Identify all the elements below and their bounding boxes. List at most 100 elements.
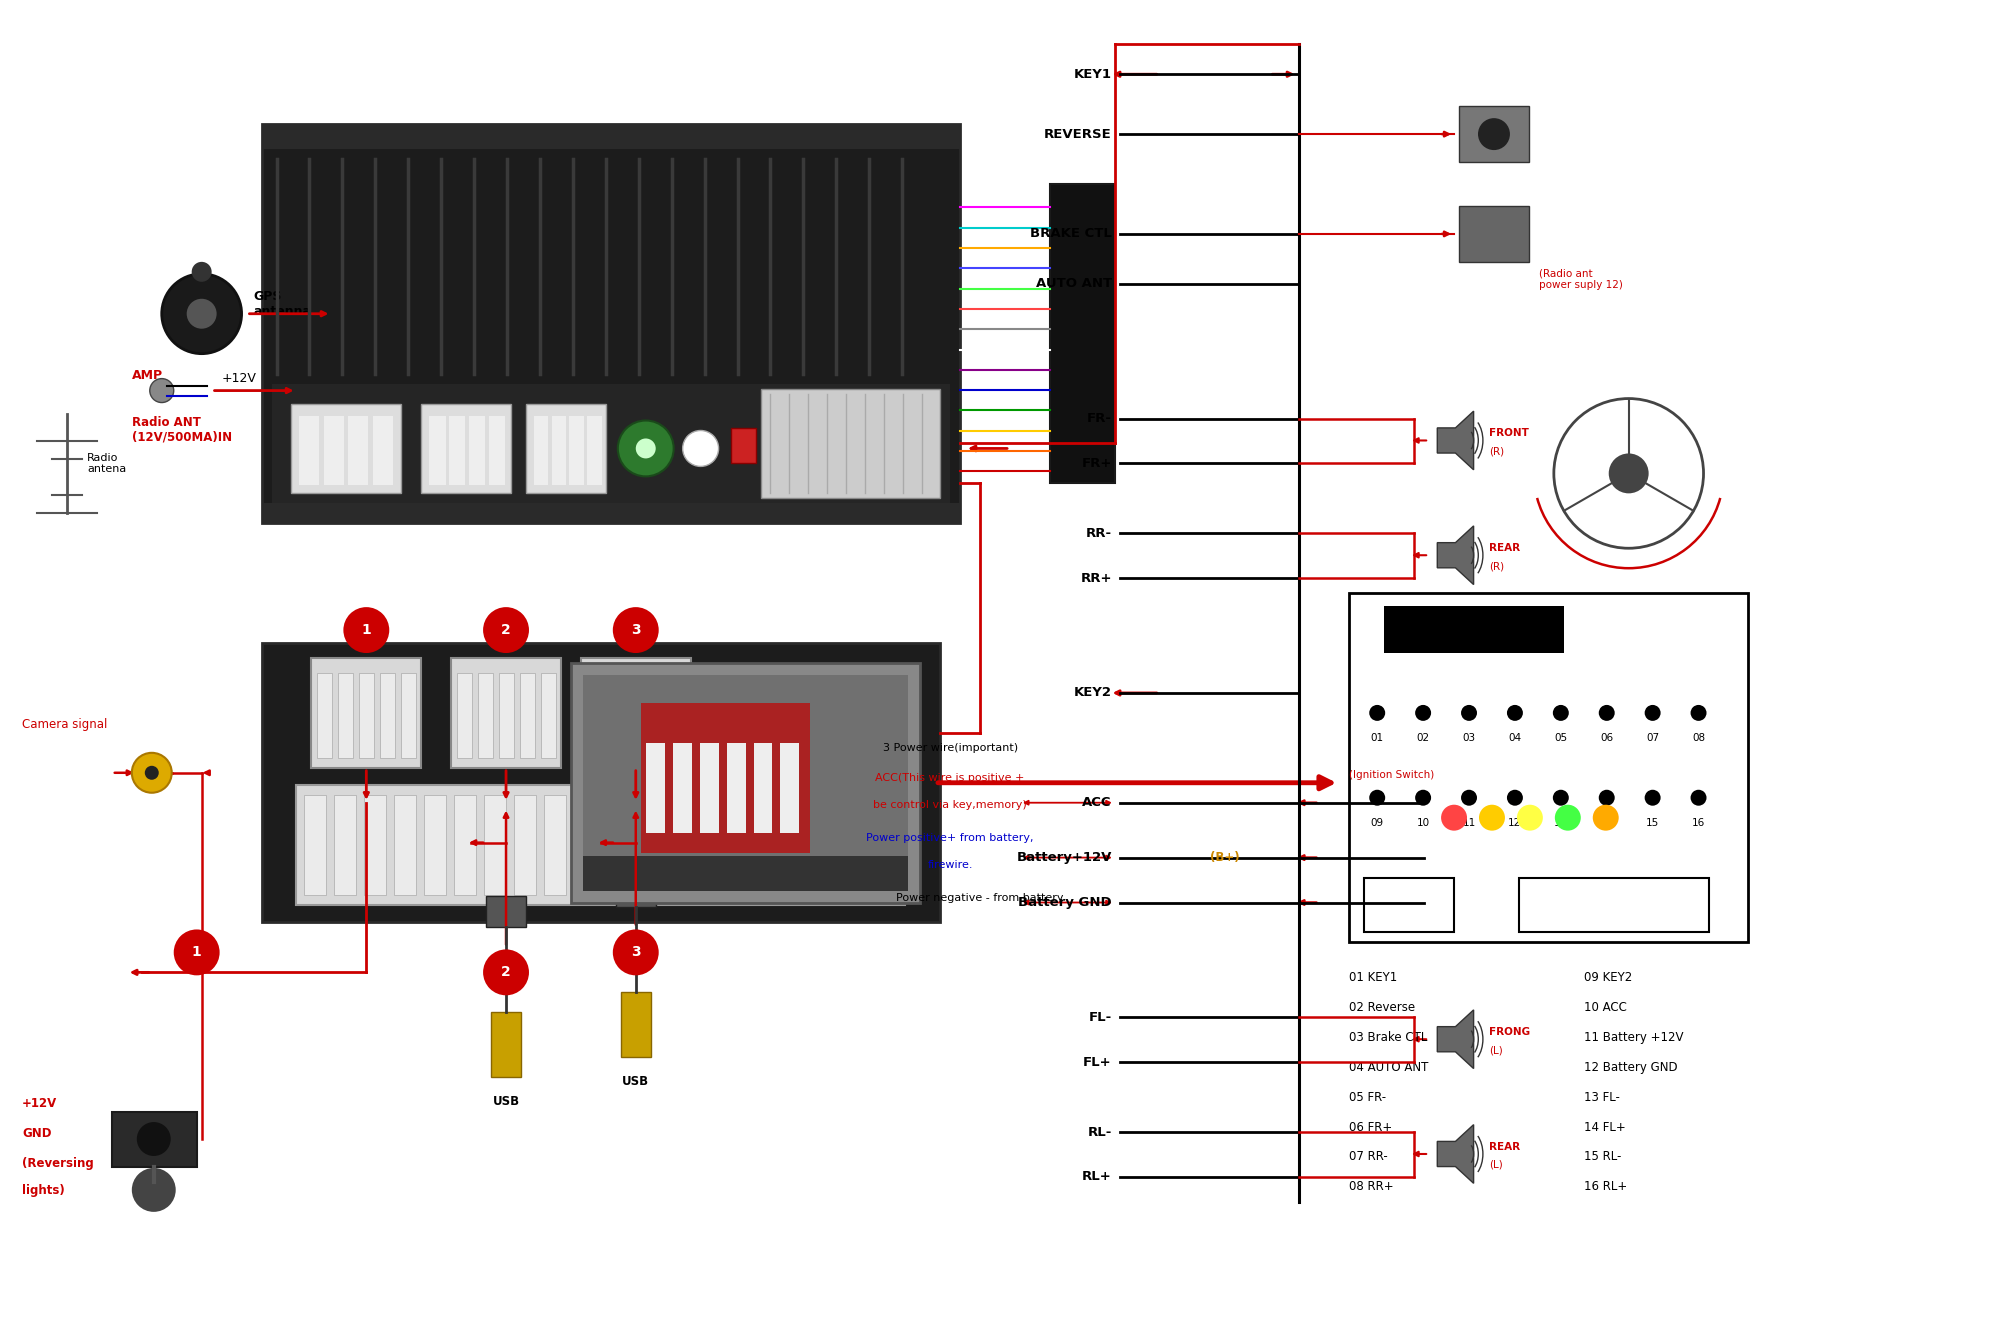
Text: FL+: FL+: [1084, 1056, 1112, 1069]
Text: 07: 07: [1646, 733, 1660, 742]
FancyBboxPatch shape: [604, 794, 626, 894]
Text: (R): (R): [1488, 447, 1504, 456]
FancyBboxPatch shape: [580, 659, 690, 768]
FancyBboxPatch shape: [334, 794, 356, 894]
FancyBboxPatch shape: [262, 124, 960, 524]
Text: REAR: REAR: [1488, 544, 1520, 553]
Text: 2: 2: [502, 965, 510, 980]
FancyBboxPatch shape: [262, 124, 960, 149]
Polygon shape: [1438, 1125, 1474, 1184]
Text: 16 RL+: 16 RL+: [1584, 1181, 1628, 1193]
FancyBboxPatch shape: [304, 794, 326, 894]
Text: 07 RR-: 07 RR-: [1350, 1150, 1388, 1164]
FancyBboxPatch shape: [670, 673, 686, 757]
Text: BRAKE CTL: BRAKE CTL: [1030, 228, 1112, 240]
FancyBboxPatch shape: [1430, 762, 1648, 902]
Text: 03: 03: [1462, 733, 1476, 742]
FancyBboxPatch shape: [570, 663, 920, 902]
Text: 15: 15: [1646, 817, 1660, 828]
Circle shape: [186, 299, 216, 329]
FancyBboxPatch shape: [620, 992, 650, 1057]
Circle shape: [144, 765, 158, 780]
Text: FL-: FL-: [1088, 1010, 1112, 1024]
Text: 04: 04: [1508, 733, 1522, 742]
FancyBboxPatch shape: [1384, 607, 1564, 653]
Circle shape: [1506, 789, 1522, 805]
Text: 14: 14: [1600, 817, 1614, 828]
Circle shape: [136, 1122, 170, 1156]
FancyBboxPatch shape: [514, 794, 536, 894]
FancyBboxPatch shape: [500, 673, 514, 757]
Text: 08 RR+: 08 RR+: [1350, 1181, 1394, 1193]
FancyBboxPatch shape: [582, 856, 908, 890]
Text: lights): lights): [22, 1184, 64, 1197]
Text: AUTO ANT: AUTO ANT: [1036, 277, 1112, 291]
FancyBboxPatch shape: [318, 673, 332, 757]
FancyBboxPatch shape: [424, 794, 446, 894]
Text: (R): (R): [1488, 561, 1504, 572]
FancyBboxPatch shape: [450, 416, 466, 485]
Text: 2: 2: [502, 623, 510, 637]
FancyBboxPatch shape: [844, 794, 866, 894]
FancyBboxPatch shape: [582, 674, 908, 890]
FancyBboxPatch shape: [1364, 877, 1454, 933]
Circle shape: [132, 1168, 176, 1212]
FancyBboxPatch shape: [1518, 877, 1708, 933]
Text: USB: USB: [492, 1096, 520, 1108]
FancyBboxPatch shape: [272, 384, 950, 504]
FancyBboxPatch shape: [650, 673, 664, 757]
FancyBboxPatch shape: [754, 794, 776, 894]
Text: 05 FR-: 05 FR-: [1350, 1090, 1386, 1104]
FancyBboxPatch shape: [394, 794, 416, 894]
FancyBboxPatch shape: [520, 673, 534, 757]
Text: 06 FR+: 06 FR+: [1350, 1121, 1392, 1133]
Text: +12V: +12V: [222, 372, 256, 385]
FancyBboxPatch shape: [664, 794, 686, 894]
Polygon shape: [1438, 527, 1474, 585]
FancyBboxPatch shape: [760, 389, 940, 499]
FancyBboxPatch shape: [262, 504, 960, 524]
Circle shape: [192, 261, 212, 281]
FancyBboxPatch shape: [372, 416, 392, 485]
Text: RR+: RR+: [1080, 572, 1112, 585]
Circle shape: [174, 929, 220, 976]
FancyBboxPatch shape: [700, 742, 718, 833]
Text: ACC(This wire is positive +: ACC(This wire is positive +: [876, 773, 1024, 782]
Text: 10: 10: [1416, 817, 1430, 828]
FancyBboxPatch shape: [490, 416, 506, 485]
FancyBboxPatch shape: [364, 794, 386, 894]
Text: 06: 06: [1600, 733, 1614, 742]
FancyBboxPatch shape: [324, 416, 344, 485]
Circle shape: [162, 273, 242, 353]
FancyBboxPatch shape: [534, 416, 548, 485]
Circle shape: [344, 607, 390, 653]
FancyBboxPatch shape: [452, 659, 560, 768]
FancyBboxPatch shape: [634, 794, 656, 894]
FancyBboxPatch shape: [484, 794, 506, 894]
Circle shape: [484, 949, 528, 996]
FancyBboxPatch shape: [348, 416, 368, 485]
FancyBboxPatch shape: [694, 794, 716, 894]
Polygon shape: [1438, 1010, 1474, 1069]
Text: 3: 3: [630, 945, 640, 960]
Text: 13 FL-: 13 FL-: [1584, 1090, 1620, 1104]
Text: 1: 1: [362, 623, 372, 637]
Circle shape: [1598, 705, 1614, 721]
Text: (Radio ant
power suply 12): (Radio ant power suply 12): [1538, 268, 1622, 289]
FancyBboxPatch shape: [402, 673, 416, 757]
Circle shape: [1478, 805, 1504, 830]
FancyBboxPatch shape: [552, 416, 566, 485]
Circle shape: [1690, 705, 1706, 721]
FancyBboxPatch shape: [292, 404, 402, 493]
Circle shape: [1690, 789, 1706, 805]
Text: 1: 1: [192, 945, 202, 960]
FancyBboxPatch shape: [640, 702, 810, 853]
Circle shape: [1442, 805, 1468, 830]
Text: firewire.: firewire.: [928, 860, 972, 869]
FancyBboxPatch shape: [486, 896, 526, 928]
Circle shape: [612, 607, 658, 653]
FancyBboxPatch shape: [726, 742, 746, 833]
Circle shape: [1554, 805, 1580, 830]
FancyBboxPatch shape: [300, 416, 320, 485]
FancyBboxPatch shape: [112, 1112, 196, 1166]
